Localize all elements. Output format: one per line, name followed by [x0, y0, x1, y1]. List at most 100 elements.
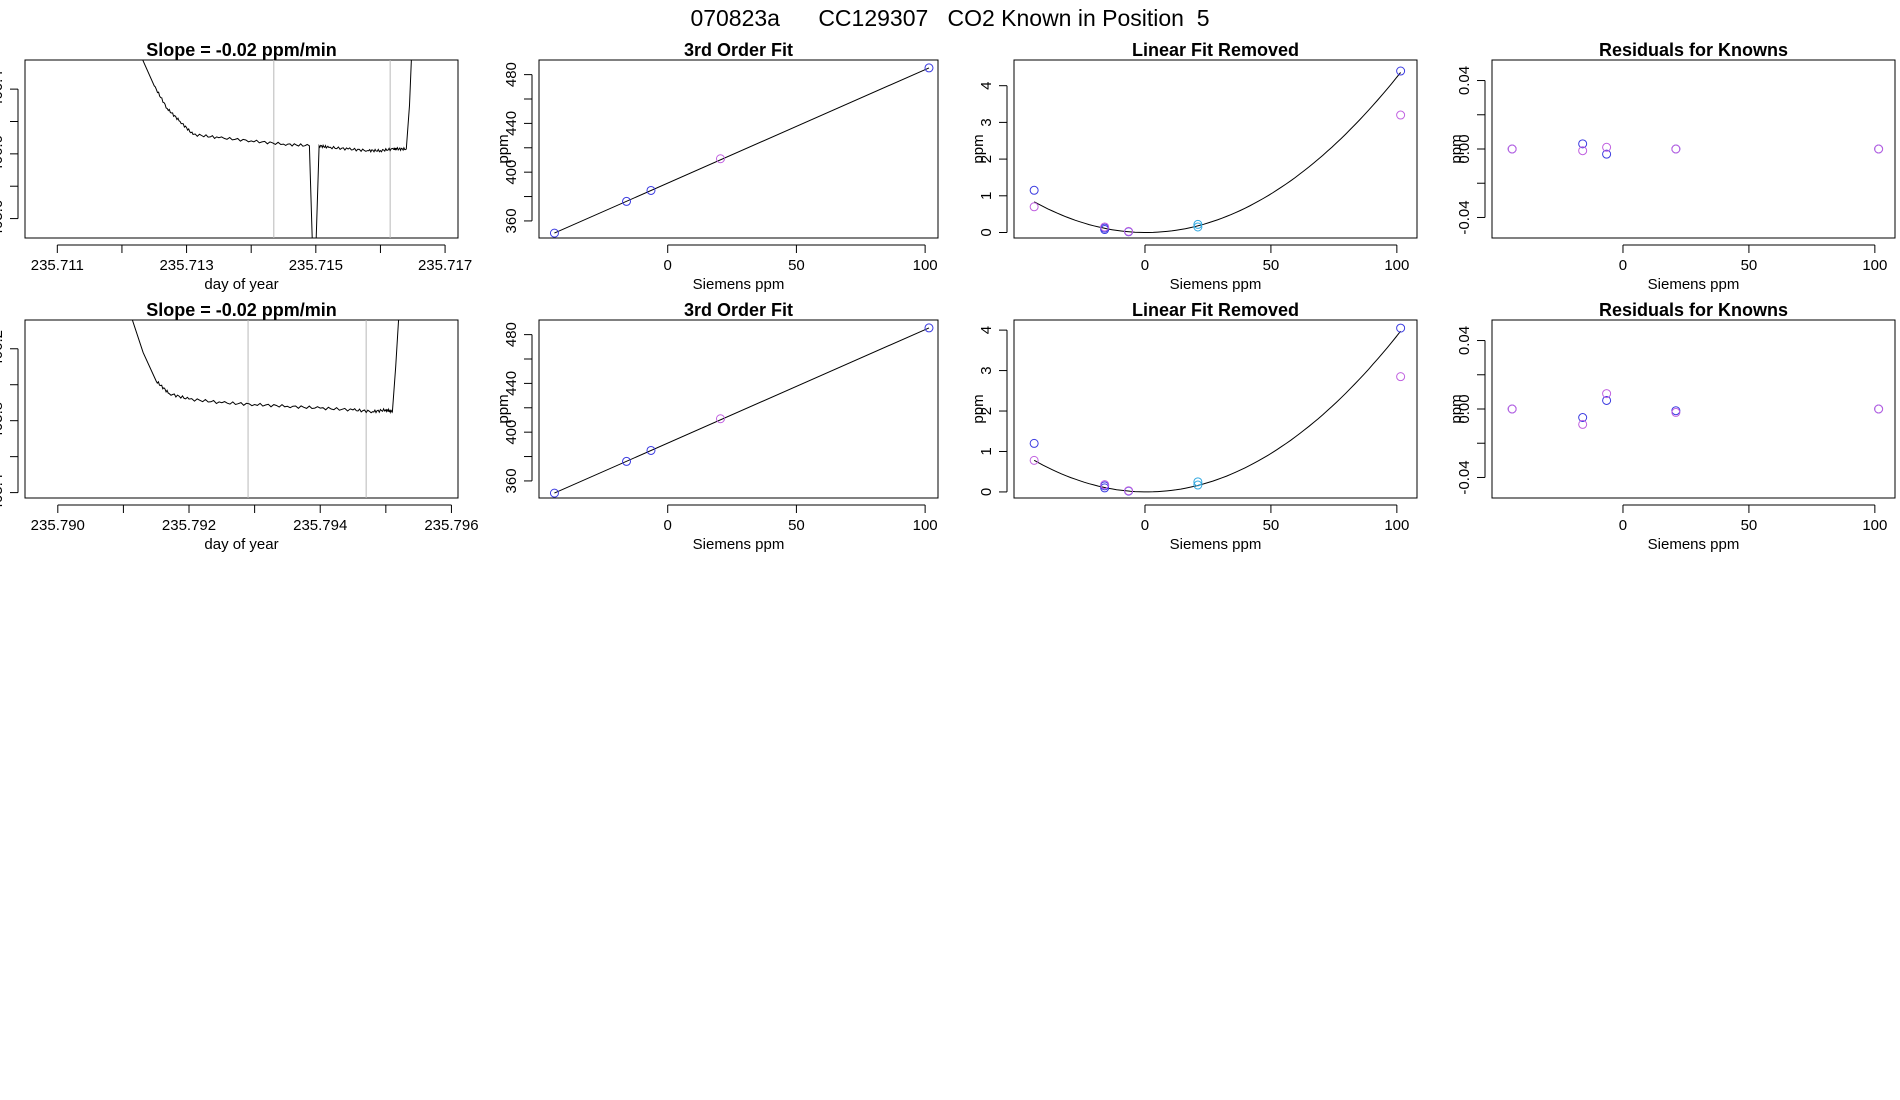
r2-fit-x-tick-label: 0	[664, 517, 672, 534]
r1-trace-panel: Slope = -0.02 ppm/min 235.711 235.713 235.7…	[0, 40, 472, 293]
r2-resid-point-violet	[1874, 404, 1884, 414]
r2-resid-point-violet	[1671, 407, 1681, 417]
r2-linear-point-violet	[1396, 372, 1406, 382]
r1-resid-x-axis-label: Siemens ppm	[1648, 276, 1740, 293]
r1-trace-plot-frame	[24, 59, 459, 239]
r2-trace-y-tick-label: 405.8	[0, 402, 6, 440]
r1-trace-title: Slope = -0.02 ppm/min	[146, 40, 337, 60]
r2-linear-y-axis-label: ppm	[970, 394, 987, 423]
r2-fit-x-tick-label: 50	[788, 517, 805, 534]
r1-trace-series-line	[142, 60, 412, 238]
r2-fit-point-blue	[549, 488, 559, 498]
r2-fit-y-tick-label: 440	[503, 371, 520, 396]
r1-trace-x-tick-label: 235.715	[289, 257, 343, 274]
r1-fit-point-blue	[622, 196, 632, 206]
r2-linear-y-tick-label: 0	[978, 488, 995, 496]
r1-resid-y-tick-label: -0.04	[1456, 200, 1473, 234]
r1-fit-x-tick-label: 0	[664, 257, 672, 274]
r2-linear-y-tick-label: 3	[978, 366, 995, 374]
r2-trace-series-line	[131, 320, 400, 414]
r1-linear-y-tick-label: 4	[978, 82, 995, 90]
r2-linear-point-violet	[1124, 486, 1134, 496]
r2-fit-x-tick-label: 100	[913, 517, 938, 534]
r1-resid-point-blue	[1578, 139, 1588, 149]
r2-linear-point-cyan	[1193, 477, 1203, 487]
r1-fit-point-blue	[646, 185, 656, 195]
r2-resid-title: Residuals for Knowns	[1599, 300, 1788, 320]
r2-fit-point-blue	[622, 456, 632, 466]
figure-title: 070823a CC129307 CO2 Known in Position 5	[690, 5, 1209, 31]
r1-fit-y-tick-label: 480	[503, 62, 520, 87]
r1-linear-y-tick-label: 1	[978, 192, 995, 200]
r2-linear-point-cyan	[1193, 480, 1203, 490]
r1-resid-y-tick-label: 0.04	[1456, 66, 1473, 95]
r1-resid-point-violet	[1671, 144, 1681, 154]
r1-trace-y-tick-label: 406.0	[0, 135, 6, 173]
r2-fit-point-blue	[646, 445, 656, 455]
r2-fit-point-violet	[715, 414, 725, 424]
r1-resid-plot-frame	[1491, 59, 1896, 239]
r2-linear-fit-curve	[1033, 330, 1401, 493]
r1-trace-x-axis-label: day of year	[204, 276, 278, 293]
r2-fit-y-tick-label: 400	[503, 420, 520, 445]
r1-linear-data-layer	[1029, 66, 1406, 237]
r2-fit-fit-curve	[554, 327, 930, 494]
r1-resid-point-blue	[1602, 149, 1612, 159]
r2-resid-data-layer	[1507, 389, 1884, 429]
r1-fit-y-tick-label: 440	[503, 111, 520, 136]
r2-trace-y-tick-label: 405.4	[0, 474, 6, 512]
r1-resid-point-violet	[1507, 144, 1517, 154]
r1-fit-point-blue	[549, 228, 559, 238]
r1-linear-y-tick-label: 3	[978, 118, 995, 126]
r1-linear-y-tick-label: 2	[978, 155, 995, 163]
r2-fit-title: 3rd Order Fit	[684, 300, 793, 320]
r1-linear-x-axis-label: Siemens ppm	[1170, 276, 1262, 293]
r2-resid-point-blue	[1671, 406, 1681, 416]
r2-linear-panel: Linear Fit Removed 0 50 100 Siemens ppm 0 1 2 3 4…	[970, 300, 1418, 553]
r1-resid-point-violet	[1578, 146, 1588, 156]
r1-trace-x-tick-label: 235.717	[418, 257, 472, 274]
r2-resid-point-violet	[1578, 419, 1588, 429]
r1-linear-point-cyan	[1193, 222, 1203, 232]
r2-trace-x-tick-label: 235.796	[424, 517, 478, 534]
r2-trace-title: Slope = -0.02 ppm/min	[146, 300, 337, 320]
r1-trace-y-tick-label: 406.4	[0, 70, 6, 108]
r1-fit-panel: 3rd Order Fit 0 50 100 Siemens ppm 360 400 440 4…	[495, 40, 939, 293]
r1-linear-point-blue	[1100, 225, 1110, 235]
r1-fit-point-blue	[924, 63, 934, 73]
r1-linear-point-violet	[1396, 110, 1406, 120]
r1-resid-x-tick-label: 50	[1741, 257, 1758, 274]
r2-linear-point-violet	[1100, 480, 1110, 490]
r2-fit-x-axis-label: Siemens ppm	[693, 536, 785, 553]
r1-linear-x-tick-label: 50	[1263, 257, 1280, 274]
r2-linear-plot-frame	[1013, 319, 1418, 499]
r2-resid-x-axis-label: Siemens ppm	[1648, 536, 1740, 553]
r2-resid-y-axis-label: ppm	[1448, 394, 1465, 423]
r2-resid-x-tick-label: 50	[1741, 517, 1758, 534]
r2-linear-y-tick-label: 4	[978, 326, 995, 334]
r2-linear-title: Linear Fit Removed	[1132, 300, 1299, 320]
r2-resid-point-violet	[1602, 389, 1612, 399]
r2-linear-point-blue	[1396, 323, 1406, 333]
r1-linear-point-blue	[1396, 66, 1406, 76]
r2-linear-point-blue	[1029, 438, 1039, 448]
r2-trace-y-tick-label: 406.2	[0, 330, 6, 368]
r2-trace-x-tick-label: 235.794	[293, 517, 347, 534]
r2-resid-point-blue	[1578, 413, 1588, 423]
r1-linear-point-blue	[1029, 185, 1039, 195]
r1-resid-panel: Residuals for Knowns 0 50 100 Siemens ppm -0.…	[1448, 40, 1896, 293]
r1-fit-x-axis-label: Siemens ppm	[693, 276, 785, 293]
r1-linear-title: Linear Fit Removed	[1132, 40, 1299, 60]
r2-resid-x-tick-label: 0	[1619, 517, 1627, 534]
r1-fit-x-tick-label: 50	[788, 257, 805, 274]
r1-resid-y-tick-label: 0.00	[1456, 134, 1473, 163]
r1-linear-plot-frame	[1013, 59, 1418, 239]
r2-resid-y-tick-label: 0.04	[1456, 326, 1473, 355]
r1-linear-fit-curve	[1033, 72, 1401, 233]
r2-linear-y-tick-label: 2	[978, 407, 995, 415]
r2-fit-plot-frame	[538, 319, 939, 499]
r2-fit-y-tick-label: 360	[503, 468, 520, 493]
r2-linear-x-axis-label: Siemens ppm	[1170, 536, 1262, 553]
r1-fit-y-tick-label: 360	[503, 208, 520, 233]
r1-trace-data-layer	[142, 60, 412, 238]
